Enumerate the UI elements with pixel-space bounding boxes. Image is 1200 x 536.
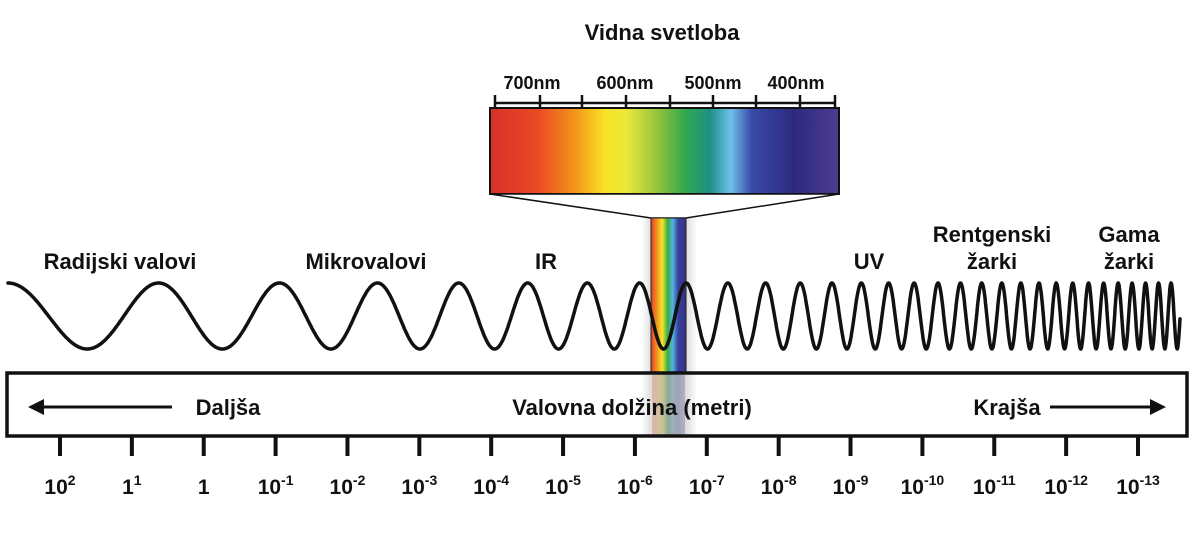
visible-light-title: Vidna svetloba <box>585 20 741 45</box>
axis-tick-label-9: 10-7 <box>689 472 725 499</box>
axis-tick-label-14: 10-12 <box>1044 472 1088 499</box>
shorter-arrow <box>1050 399 1166 415</box>
axis-tick-label-7: 10-5 <box>545 472 581 499</box>
axis-tick-label-15: 10-13 <box>1116 472 1160 499</box>
band-label-radio: Radijski valovi <box>44 249 197 274</box>
visible-scale-ruler: 700nm 600nm 500nm 400nm <box>493 73 837 108</box>
axis-tick-label-8: 10-6 <box>617 472 653 499</box>
band-label-ir: IR <box>535 249 557 274</box>
axis-tick-label-2: 1 <box>198 476 210 499</box>
visible-spectrum-box <box>489 107 840 195</box>
band-label-xray-2: žarki <box>967 249 1017 274</box>
scale-label-600nm: 600nm <box>596 73 653 93</box>
axis-tick-label-13: 10-11 <box>973 472 1016 499</box>
scale-label-400nm: 400nm <box>767 73 824 93</box>
axis-tick-label-3: 10-1 <box>258 472 294 499</box>
wavelength-wave <box>6 281 1182 351</box>
wavelength-axis-box <box>5 371 1189 438</box>
scale-label-500nm: 500nm <box>684 73 741 93</box>
zoom-trapezoid <box>489 193 840 219</box>
axis-label-shorter: Krajša <box>973 395 1041 420</box>
axis-tick-label-10: 10-8 <box>761 472 797 499</box>
axis-label-longer: Daljša <box>196 395 262 420</box>
scale-label-700nm: 700nm <box>503 73 560 93</box>
visible-strip-faded <box>652 375 685 434</box>
band-label-gamma-1: Gama <box>1098 222 1160 247</box>
axis-tick-label-11: 10-9 <box>833 472 869 499</box>
axis-tick-label-1: 11 <box>122 472 142 499</box>
band-label-microwave: Mikrovalovi <box>305 249 426 274</box>
ruler-ticks <box>493 95 837 108</box>
axis-label-title: Valovna dolžina (metri) <box>512 395 752 420</box>
axis-tick-label-0: 102 <box>44 472 75 499</box>
axis-tick-label-12: 10-10 <box>901 472 945 499</box>
axis-tick-label-6: 10-4 <box>473 472 509 499</box>
axis-ticks: 102 11 1 10-1 10-2 10-3 10-4 10-5 10-6 10-7 10-8 10… <box>44 436 1160 499</box>
axis-tick-label-5: 10-3 <box>401 472 437 499</box>
axis-tick-label-4: 10-2 <box>330 472 366 499</box>
band-label-gamma-2: žarki <box>1104 249 1154 274</box>
band-label-xray-1: Rentgenski <box>933 222 1052 247</box>
band-label-uv: UV <box>854 249 885 274</box>
longer-arrow <box>28 399 172 415</box>
